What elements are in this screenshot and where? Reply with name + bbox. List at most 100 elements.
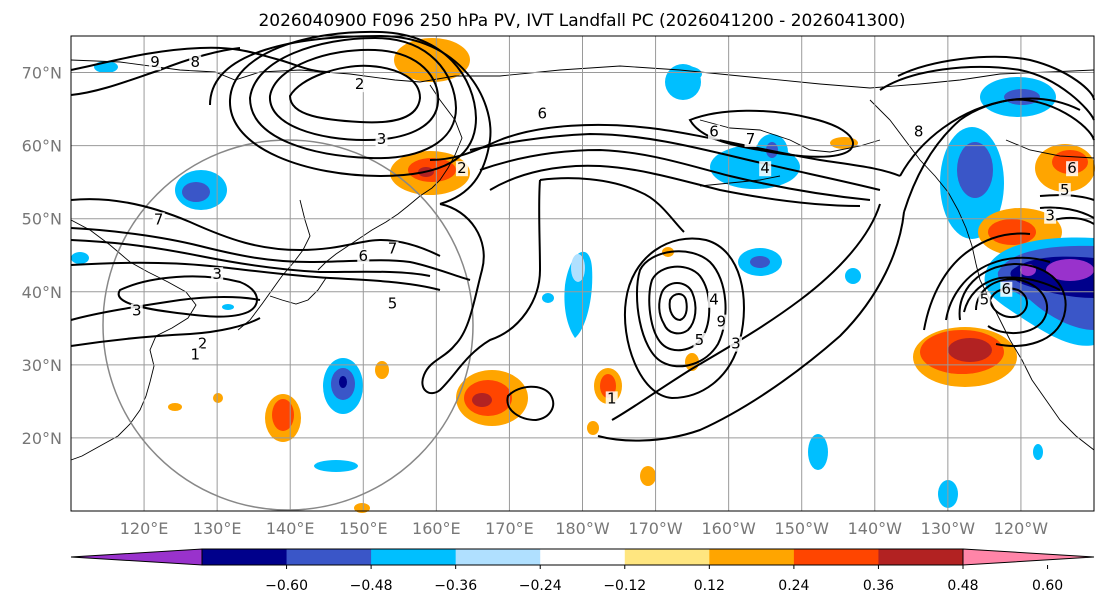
pv-contour: [958, 262, 1067, 347]
pv-contour: [228, 30, 478, 178]
pv-contour: [658, 282, 697, 335]
colorbar-tick-label: 0.48: [947, 578, 978, 594]
pv-contour: [248, 36, 458, 160]
contour-label: 3: [132, 302, 142, 320]
lon-tick-label: 150°E: [339, 519, 388, 538]
contour-label: 4: [760, 159, 770, 177]
lon-tick-label: 140°E: [266, 519, 315, 538]
pv-contour: [70, 198, 441, 257]
lon-tick-label: 180°W: [555, 519, 610, 538]
contour-label-bg: [693, 332, 706, 348]
colorbar-bin: [624, 549, 710, 565]
pv-contour: [1039, 206, 1095, 219]
pv-contour: [117, 275, 258, 318]
contour-label-bg: [1000, 281, 1013, 297]
contour-label: 5: [388, 294, 398, 312]
pv-contour: [879, 65, 1095, 121]
pv-contour: [469, 132, 881, 191]
contour-label: 8: [190, 53, 200, 71]
pv-contour: [70, 261, 441, 291]
contour-label: 6: [538, 104, 548, 122]
colorbar-tick-label: 0.12: [694, 578, 725, 594]
colorbar-outline: [201, 548, 964, 566]
contour-label-bg: [1058, 183, 1071, 199]
contour-label-bg: [211, 267, 224, 283]
colorbar-extend-high: [962, 548, 1095, 566]
lon-tick-label: 150°W: [775, 519, 830, 538]
pv-contour: [688, 109, 855, 158]
colorbar: −0.60 −0.48 −0.36 −0.24 −0.12 0.12 0.24 0.36 0.4…: [70, 548, 1095, 594]
colorbar-bin: [371, 549, 457, 565]
lat-tick-label: 30°N: [22, 356, 62, 375]
contour-label: 7: [388, 240, 398, 258]
colorbar-bin: [455, 549, 541, 565]
colorbar-tick-label: −0.12: [603, 578, 646, 594]
contour-label-bg: [708, 292, 721, 308]
contour-label: 3: [212, 265, 222, 283]
pv-contour: [611, 203, 881, 421]
lon-tick-label: 160°W: [701, 519, 756, 538]
contour-label-bg: [152, 212, 165, 228]
pv-contour: [70, 296, 261, 321]
colorbar-tick-label: 0.36: [863, 578, 894, 594]
contour-label: 9: [150, 53, 160, 71]
pv-contour: [268, 48, 440, 142]
chart-title: 2026040900 F096 250 hPa PV, IVT Landfall…: [258, 11, 905, 31]
lon-tick-label: 170°W: [628, 519, 683, 538]
pv-contour: [975, 278, 1048, 334]
pv-contour: [668, 293, 688, 322]
shade-positive-northeast-pacific: [913, 327, 1017, 387]
lon-tick-label: 130°W: [921, 519, 976, 538]
pv-contour: [1053, 216, 1095, 225]
contour-label-bg: [189, 55, 202, 71]
contour-label: 3: [377, 130, 387, 148]
pv-contour: [288, 64, 422, 124]
contour-label-bg: [912, 124, 925, 140]
contour-label-bg: [1044, 208, 1057, 224]
contour-label: 5: [695, 331, 705, 349]
contour-label-bg: [729, 336, 742, 352]
contour-label: 7: [746, 130, 756, 148]
colorbar-tick-label: −0.48: [350, 578, 393, 594]
contour-label-bg: [708, 124, 721, 140]
contour-label: 6: [359, 247, 369, 265]
colorbar-bin: [793, 549, 879, 565]
contour-label-bg: [605, 391, 618, 407]
contour-label: 7: [154, 210, 164, 228]
lat-tick-label: 20°N: [22, 429, 62, 448]
contour-label: 6: [709, 123, 719, 141]
lat-tick-label: 50°N: [22, 210, 62, 229]
colorbar-bin: [540, 549, 626, 565]
contour-label-bg: [386, 296, 399, 312]
contour-label-bg: [759, 161, 772, 177]
shade-positive-gulf-alaska: [978, 144, 1095, 256]
lat-tick-label: 70°N: [22, 64, 62, 83]
contour-label: 1: [607, 389, 617, 407]
contour-label: 2: [355, 75, 365, 93]
colorbar-tick-label: 0.24: [778, 578, 809, 594]
colorbar-tick-label: −0.36: [434, 578, 477, 594]
colorbar-bin: [709, 549, 795, 565]
pv-contours: [70, 30, 1095, 442]
pv-contour: [903, 97, 1081, 213]
pv-contour: [489, 164, 861, 207]
domain-circle: [102, 139, 474, 511]
contour-label: 4: [709, 291, 719, 309]
pv-contour: [429, 123, 901, 177]
contour-label: 2: [198, 335, 208, 353]
pv-contour: [539, 177, 685, 233]
contour-label-bg: [744, 131, 757, 147]
contour-label-bg: [353, 77, 366, 93]
colorbar-tick-label: −0.60: [265, 578, 308, 594]
contour-label-bg: [978, 292, 991, 308]
contour-label: 8: [914, 123, 924, 141]
colorbar-tick-label: −0.24: [519, 578, 562, 594]
pv-contour: [421, 179, 542, 395]
lon-tick-label: 130°E: [193, 519, 242, 538]
pv-contour: [479, 148, 871, 201]
contour-label: 1: [190, 346, 200, 364]
contour-label-bg: [455, 161, 468, 177]
